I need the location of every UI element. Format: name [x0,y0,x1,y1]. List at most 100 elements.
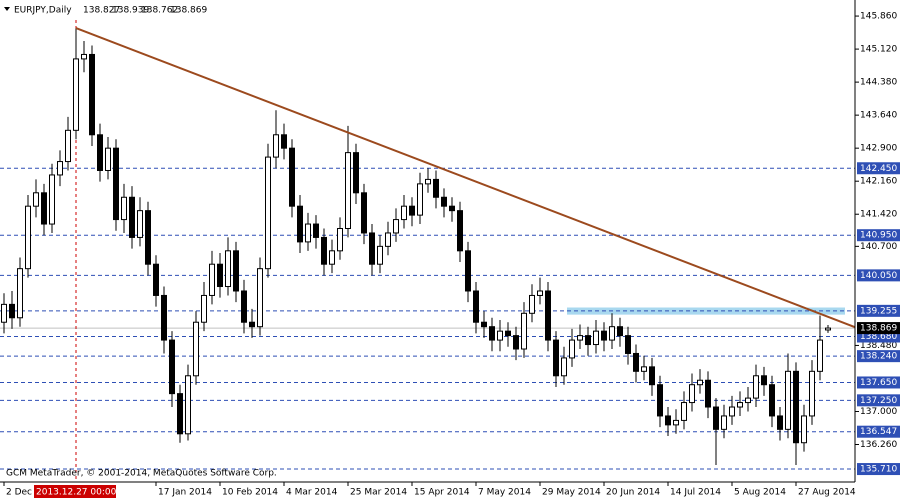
candle-body [785,370,791,430]
level-label-box [857,350,900,363]
candle-body [665,415,671,426]
plot-area [0,20,856,482]
candle-body [393,219,399,234]
candle-body [225,250,231,288]
candle-body [81,53,87,60]
candle-body [513,335,519,350]
x-tick-label: 10 Feb 2014 [222,488,278,498]
watermark: GCM MetaTrader, © 2001-2014, MetaQuotes … [6,469,277,479]
x-tick-label: 14 Jul 2014 [670,488,721,498]
candle-body [1,303,7,323]
candle-body [569,339,575,359]
level-label-box [857,162,900,175]
level-label-box [857,463,900,476]
candle-body [521,312,527,350]
candle-body [825,327,831,331]
candle-body [529,294,535,314]
x-tick-label: 27 Aug 2014 [798,488,856,498]
candle-body [25,205,31,270]
candle-body [433,178,439,198]
header-close: 138.869 [170,6,207,16]
candle-body [129,196,135,238]
candle-body [697,379,703,386]
candle-body [113,147,119,221]
y-tick-label: 140.700 [860,242,897,252]
candle-body [121,196,127,221]
candle-body [497,330,503,341]
y-tick-label: 138.480 [860,341,897,351]
candle-body [153,263,159,296]
level-label: 138.680 [860,332,897,342]
candle-body [641,366,647,372]
candle-body [817,339,823,372]
candle-body [313,223,319,238]
candle-body [9,303,15,319]
level-label: 137.250 [860,396,897,406]
x-tick-label: 4 Mar 2014 [286,488,338,498]
candle-body [713,406,719,430]
candle-body [241,290,247,323]
y-tick-label: 136.260 [860,440,897,450]
candle-body [441,196,447,207]
candle-body [217,263,223,288]
header-open: 138.827 [83,6,120,16]
level-label: 138.240 [860,352,897,362]
candle-body [409,205,415,216]
header-low: 138.762 [141,6,178,16]
candle-body [737,402,743,408]
candle-body [145,210,151,265]
level-label-box [857,376,900,389]
candle-body [89,53,95,136]
level-label: 135.710 [860,465,897,475]
candle-body [297,205,303,243]
candle-body [185,375,191,435]
candle-body [633,352,639,372]
candle-body [593,330,599,346]
candle-body [281,134,287,149]
header-high: 138.939 [112,6,149,16]
candle-body [457,210,463,252]
candle-body [57,161,63,176]
y-tick-label: 145.860 [860,12,897,22]
candle-body [553,339,559,377]
candle-body [33,192,39,207]
candle-body [289,147,295,207]
candle-body [49,174,55,225]
candle-body [721,415,727,430]
y-tick-label: 143.640 [860,111,897,121]
candle-body [97,134,103,171]
candle-body [681,402,687,421]
x-tick-label: 20 Jun 2014 [606,488,660,498]
candle-body [169,339,175,395]
candle-body [745,397,751,404]
candle-body [809,370,815,417]
x-tick-label: 2 Dec 2013 [6,488,58,498]
candle-body [625,335,631,354]
level-label: 140.050 [860,271,897,281]
candle-body [17,268,23,319]
level-label: 136.547 [860,427,897,437]
candle-body [761,375,767,386]
candle-body [65,129,71,163]
candle-body [369,232,375,265]
menu-arrow[interactable] [4,7,10,11]
candle-body [73,58,79,131]
candle-body [233,250,239,292]
candle-body [673,419,679,426]
candle-body [401,205,407,221]
candle-body [545,290,551,341]
level-label-box [857,304,900,317]
candle-body [361,192,367,234]
candle-body [345,152,351,230]
y-tick-label: 142.160 [860,177,897,187]
symbol-title: EURJPY,Daily [14,6,72,16]
x-tick-label: 25 Mar 2014 [350,488,407,498]
candle-body [137,210,143,238]
current-price-label: 138.869 [860,324,897,334]
level-label-box [857,269,900,282]
crosshair-label: 2013.12.27 00:00 [36,488,117,498]
candle-body [649,366,655,386]
